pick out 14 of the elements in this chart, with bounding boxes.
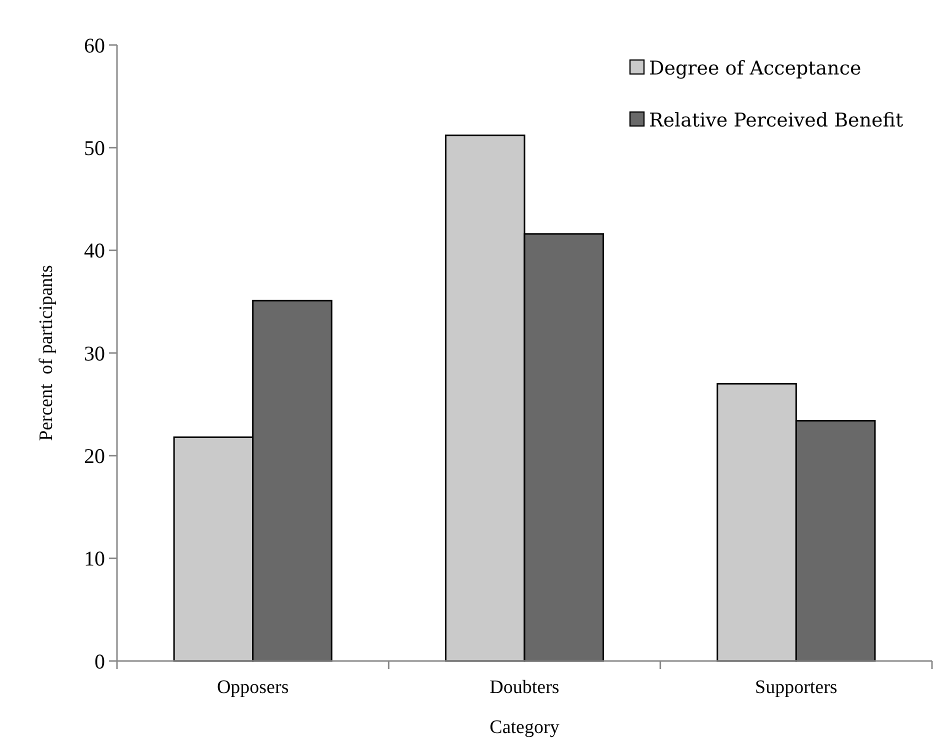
- legend-label: Relative Perceived Benefit: [649, 110, 904, 132]
- y-axis-title: Percent of participants: [36, 265, 57, 441]
- y-tick-label: 60: [84, 33, 105, 58]
- y-tick-label: 20: [84, 444, 105, 468]
- x-tick-label: Supporters: [755, 677, 838, 698]
- x-axis-title: Category: [490, 717, 560, 738]
- legend-label: Degree of Acceptance: [649, 58, 862, 80]
- x-tick-label: Doubters: [490, 677, 560, 698]
- y-tick-label: 0: [94, 649, 105, 674]
- y-tick-label: 30: [84, 341, 105, 366]
- x-tick-label: Opposers: [216, 677, 289, 698]
- y-tick-label: 50: [84, 136, 105, 160]
- y-tick-label: 40: [84, 238, 105, 263]
- y-tick-label: 10: [84, 546, 105, 571]
